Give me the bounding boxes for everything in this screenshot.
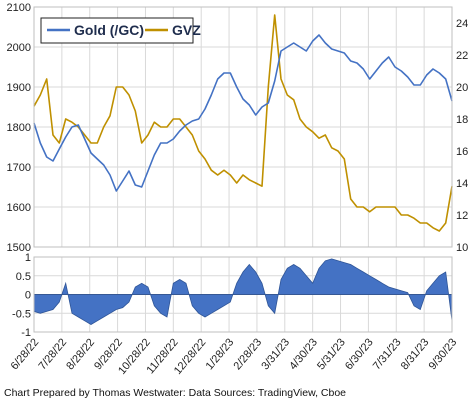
axes: 1500160017001800190020002100101214161820… xyxy=(7,2,469,377)
y-left-tick-label: 2000 xyxy=(7,42,31,54)
x-tick-label: 9/30/23 xyxy=(427,336,460,372)
y-right-tick-label: 20 xyxy=(456,82,468,94)
correlation-area-fill xyxy=(33,258,453,325)
y-left-tick-label: 1500 xyxy=(7,242,31,254)
x-tick-label: 2/28/23 xyxy=(232,336,265,372)
x-tick-label: 8/28/22 xyxy=(64,336,97,372)
legend: Gold (/GC) GVZ xyxy=(40,17,201,44)
y-left-tick-label: 1900 xyxy=(7,82,31,94)
y-right-tick-label: 24 xyxy=(456,18,468,30)
y-bottom-tick-label: -1 xyxy=(21,327,31,339)
y-right-tick-label: 10 xyxy=(456,242,468,254)
legend-label-gold: Gold (/GC) xyxy=(74,22,144,38)
y-bottom-tick-label: 1 xyxy=(25,252,31,264)
y-left-tick-label: 2100 xyxy=(7,2,31,14)
series-line-gold xyxy=(33,34,453,192)
x-tick-label: 5/31/23 xyxy=(315,336,348,372)
legend-label-gvz: GVZ xyxy=(172,22,201,38)
bottom-panel-frame xyxy=(33,256,453,333)
x-tick-label: 7/28/22 xyxy=(36,336,69,372)
y-left-tick-label: 1800 xyxy=(7,122,31,134)
correlation-area xyxy=(33,258,453,325)
price-lines xyxy=(33,14,453,232)
y-bottom-tick-label: -0.5 xyxy=(12,308,31,320)
y-right-tick-label: 14 xyxy=(456,178,468,190)
top-panel-frame xyxy=(33,6,453,248)
y-bottom-tick-label: 0 xyxy=(25,290,31,302)
y-bottom-tick-label: 0.5 xyxy=(16,271,31,283)
x-tick-label: 8/31/23 xyxy=(399,336,432,372)
x-tick-label: 6/30/23 xyxy=(343,336,376,372)
y-right-tick-label: 22 xyxy=(456,50,468,62)
y-left-tick-label: 1700 xyxy=(7,162,31,174)
chart-credit: Chart Prepared by Thomas Westwater: Data… xyxy=(4,387,347,399)
x-tick-label: 6/28/22 xyxy=(9,336,42,372)
series-line-gvz xyxy=(33,14,453,232)
x-tick-label: 3/31/23 xyxy=(259,336,292,372)
y-right-tick-label: 12 xyxy=(456,210,468,222)
y-right-tick-label: 18 xyxy=(456,114,468,126)
x-tick-label: 7/31/23 xyxy=(371,336,404,372)
y-left-tick-label: 1600 xyxy=(7,202,31,214)
y-right-tick-label: 16 xyxy=(456,146,468,158)
x-tick-label: 4/30/23 xyxy=(287,336,320,372)
x-tick-label: 1/28/23 xyxy=(204,336,237,372)
